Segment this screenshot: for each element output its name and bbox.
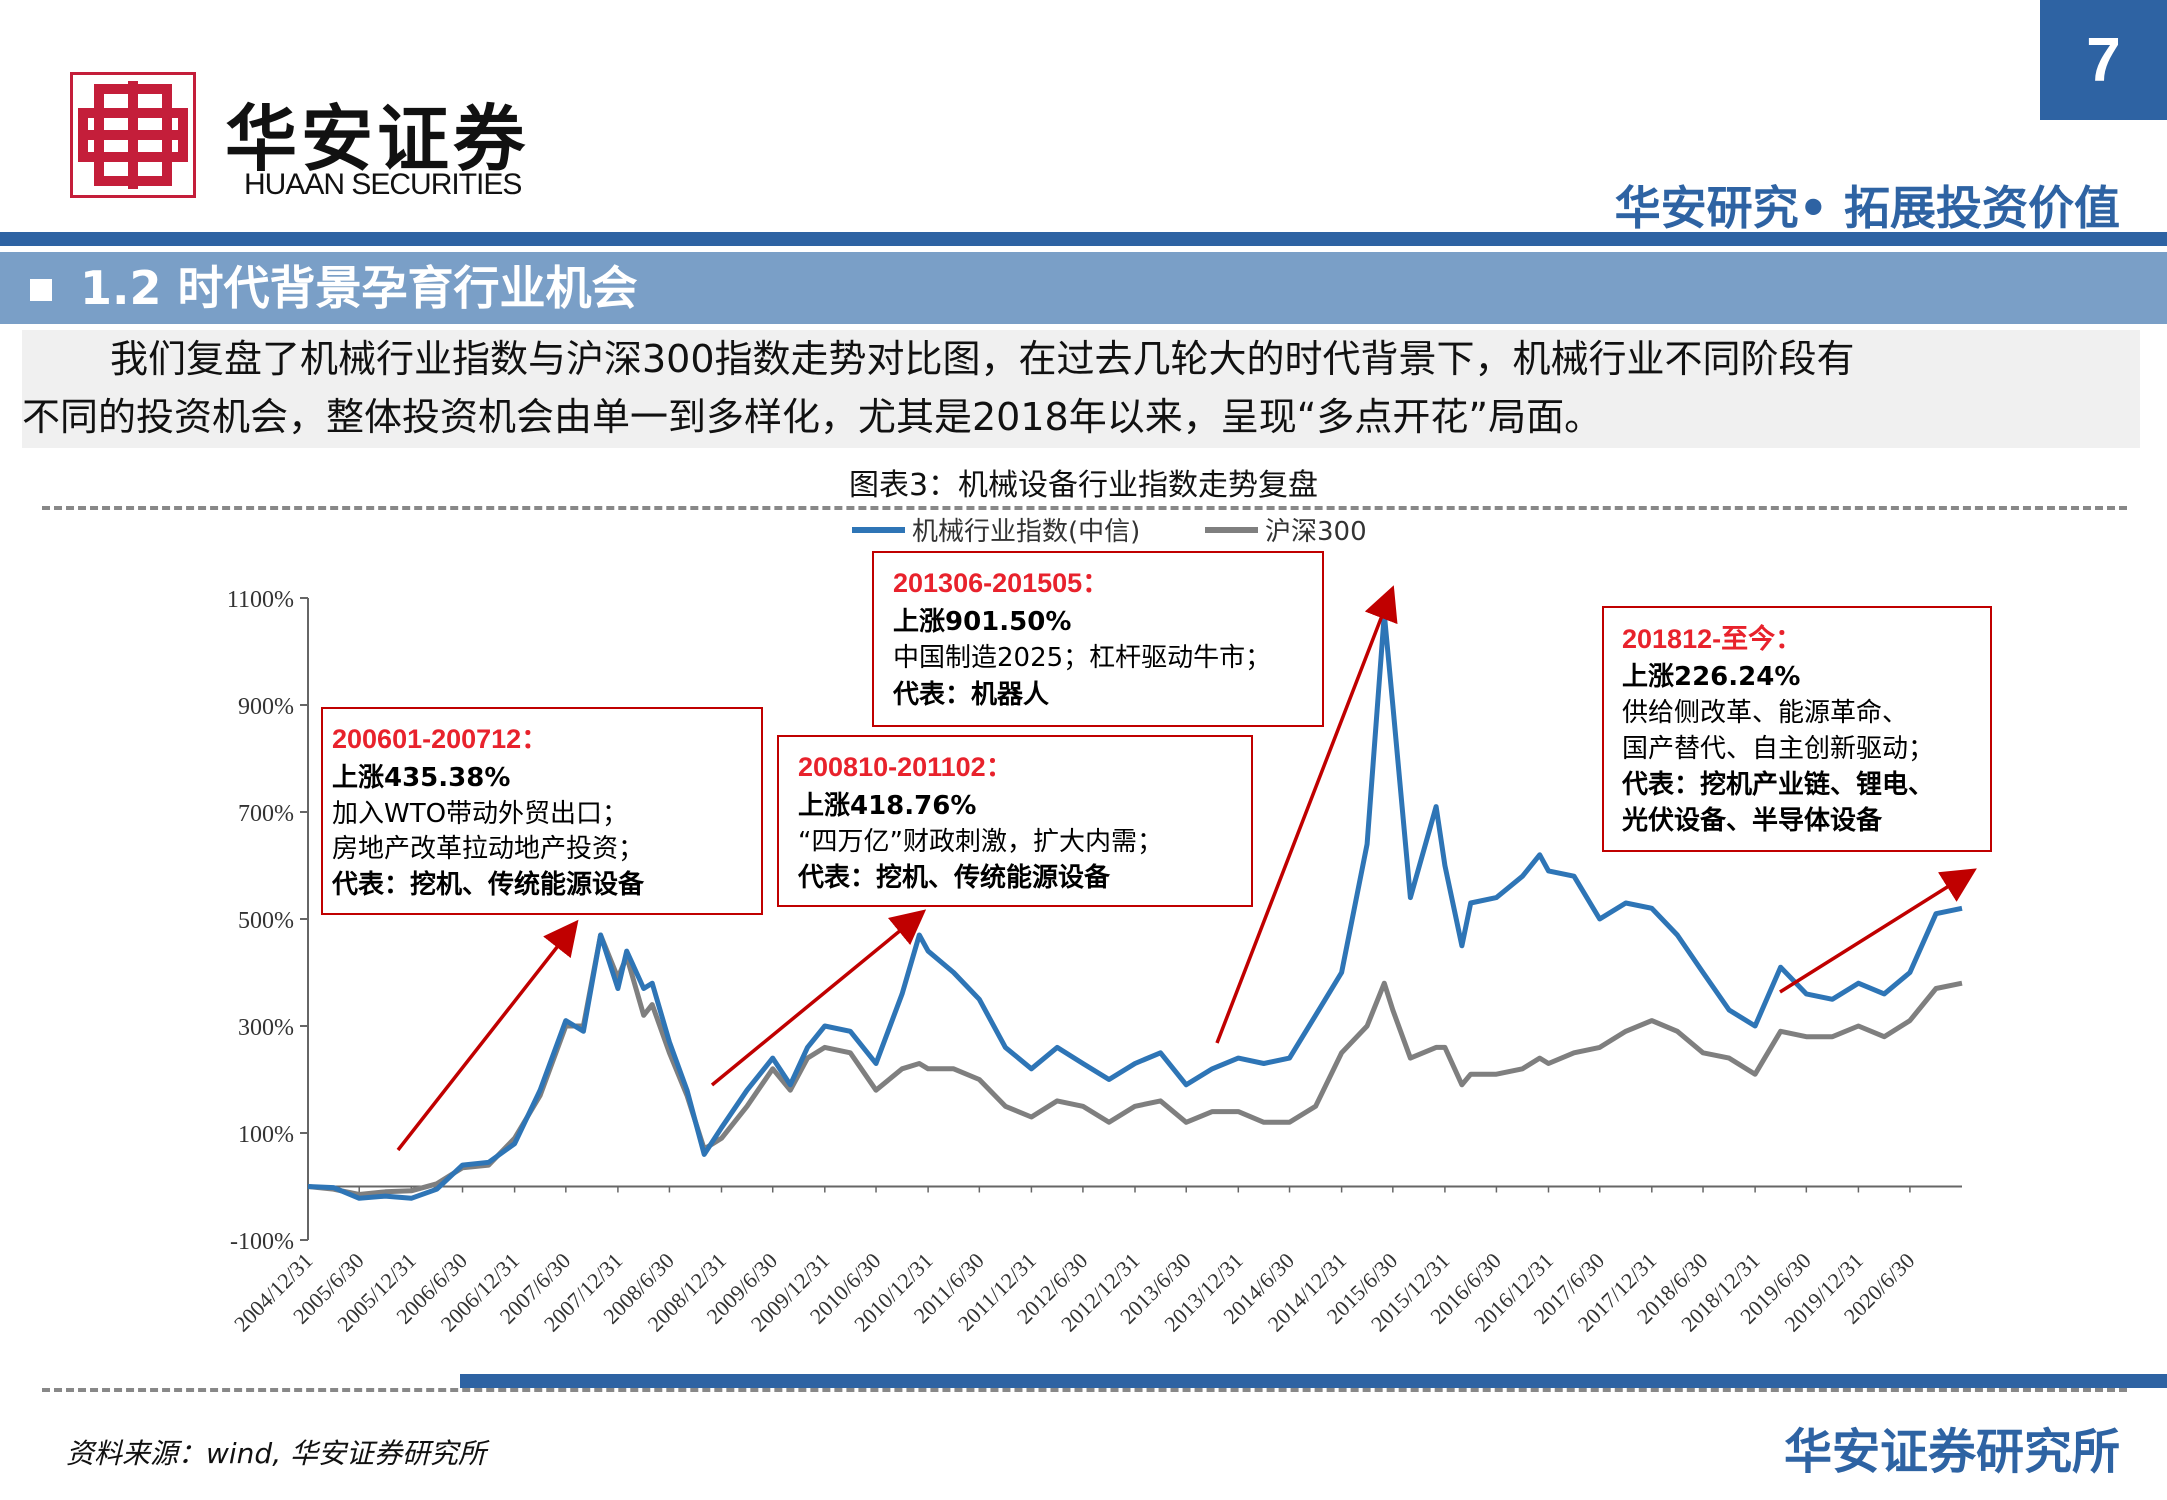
legend-label-csi300: 沪深300: [1265, 517, 1367, 547]
annotation-line: 房地产改革拉动地产投资；: [332, 834, 644, 864]
y-tick-label: 900%: [238, 694, 294, 720]
annotation-rise: 上涨901.50%: [893, 607, 1071, 637]
y-tick-label: 1100%: [227, 587, 294, 613]
arrow-2013-2015: [1215, 585, 1398, 1044]
annotation-line: 国产替代、自主创新驱动；: [1622, 734, 1934, 764]
section-title: 1.2 时代背景孕育行业机会: [80, 261, 638, 315]
section-bar: [0, 252, 2167, 324]
brand-name-cn: 华安证券: [225, 96, 530, 181]
logo-mark-icon: [75, 77, 191, 193]
annotation-box-2013: 201306-201505： 上涨901.50% 中国制造2025；杠杆驱动牛市…: [872, 551, 1324, 727]
section-bullet-icon: [30, 279, 52, 301]
company-logo: [70, 72, 196, 198]
legend-label-machinery: 机械行业指数(中信): [912, 517, 1140, 547]
y-tick-label: 500%: [238, 908, 294, 934]
annotation-representative: 代表：挖机产业链、锂电、: [1621, 769, 1934, 800]
arrow-2008-2011: [710, 909, 927, 1087]
page-number: 7: [2040, 0, 2167, 120]
annotation-rise: 上涨435.38%: [332, 763, 510, 793]
intro-paragraph: 我们复盘了机械行业指数与沪深300指数走势对比图，在过去几轮大的时代背景下，机械…: [22, 330, 2140, 448]
chart-legend: 机械行业指数(中信) 沪深300: [852, 517, 1367, 547]
annotation-line: 加入WTO带动外贸出口；: [332, 799, 628, 829]
brand-name-en: HUAAN SECURITIES: [244, 168, 522, 201]
annotation-representative: 代表：挖机、传统能源设备: [331, 869, 645, 900]
annotation-title: 201812-至今：: [1622, 623, 1802, 654]
arrow-2006-2007: [396, 919, 579, 1152]
y-tick-label: 300%: [238, 1015, 294, 1041]
annotation-representative: 代表：机器人: [892, 680, 1049, 710]
data-source: 资料来源：wind, 华安证券研究所: [66, 1437, 487, 1470]
y-tick-label: 100%: [238, 1122, 294, 1148]
figure-title: 图表3：机械设备行业指数走势复盘: [848, 468, 1319, 503]
annotation-line: “四万亿”财政刺激，扩大内需；: [798, 827, 1163, 857]
annotation-rise: 上涨226.24%: [1622, 662, 1800, 692]
annotation-representative: 光伏设备、半导体设备: [1621, 806, 1883, 836]
arrow-2018-now: [1779, 868, 1977, 994]
series-line-machinery: [307, 611, 1963, 1201]
intro-line-2: 不同的投资机会，整体投资机会由单一到多样化，尤其是2018年以来，呈现“多点开花…: [22, 395, 1603, 439]
annotation-box-2018: 201812-至今： 上涨226.24% 供给侧改革、能源革命、 国产替代、自主…: [1602, 606, 1992, 852]
figure-top-divider: [42, 506, 2127, 510]
annotation-box-2006: 200601-200712： 上涨435.38% 加入WTO带动外贸出口； 房地…: [321, 707, 763, 915]
y-tick-label: -100%: [230, 1229, 294, 1255]
annotation-title: 200601-200712：: [332, 724, 548, 754]
intro-line-1: 我们复盘了机械行业指数与沪深300指数走势对比图，在过去几轮大的时代背景下，机械…: [110, 337, 1855, 381]
figure-bottom-divider: [42, 1388, 2127, 1392]
header-rule: [0, 232, 2167, 246]
footer-rule: [460, 1374, 2167, 1388]
header-slogan: 华安研究• 拓展投资价值: [1614, 181, 2120, 235]
annotation-rise: 上涨418.76%: [798, 791, 976, 821]
annotation-line: 中国制造2025；杠杆驱动牛市；: [893, 643, 1271, 673]
y-tick-label: 700%: [238, 801, 294, 827]
footer-brand: 华安证券研究所: [1783, 1424, 2120, 1480]
annotation-box-2008: 200810-201102： 上涨418.76% “四万亿”财政刺激，扩大内需；…: [777, 735, 1253, 907]
annotation-title: 201306-201505：: [893, 568, 1109, 598]
annotation-title: 200810-201102：: [798, 752, 1013, 782]
annotation-representative: 代表：挖机、传统能源设备: [797, 862, 1111, 893]
annotation-line: 供给侧改革、能源革命、: [1622, 698, 1908, 728]
